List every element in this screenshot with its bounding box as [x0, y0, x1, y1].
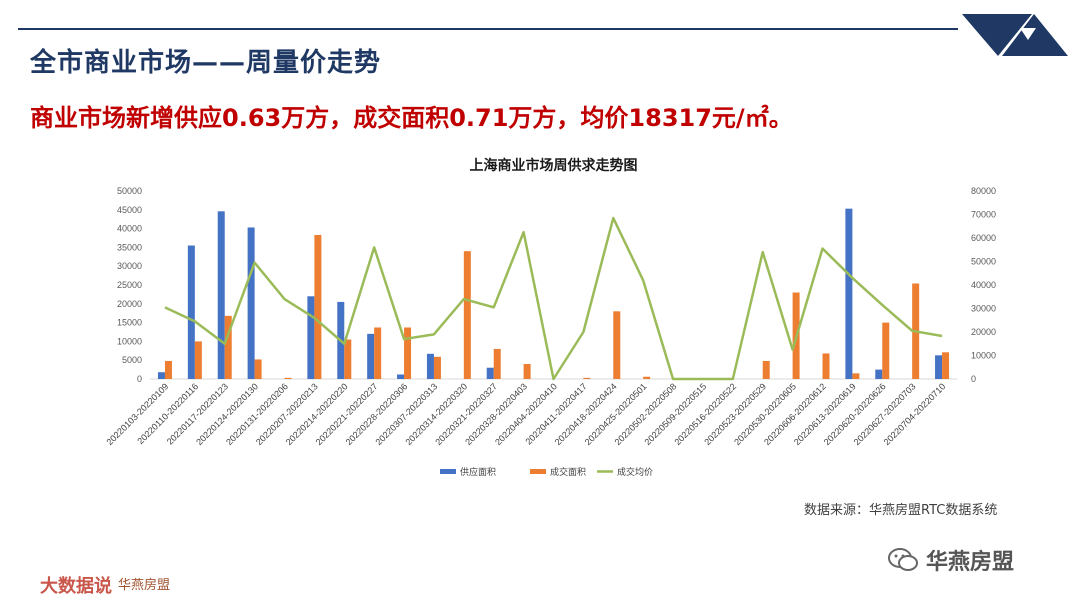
- right-tick-label: 50000: [971, 257, 996, 267]
- left-tick-label: 0: [137, 374, 142, 384]
- page-title: 全市商业市场——周量价走势: [30, 48, 382, 78]
- top-divider: [18, 28, 958, 30]
- left-tick-label: 30000: [117, 261, 142, 271]
- right-tick-label: 40000: [971, 280, 996, 290]
- chart-title: 上海商业市场周供求走势图: [470, 157, 638, 174]
- legend-swatch: [530, 469, 546, 474]
- deal-bar: [643, 376, 651, 379]
- left-tick-label: 50000: [117, 186, 142, 196]
- supply-bar: [845, 208, 853, 379]
- left-tick-label: 5000: [122, 355, 142, 365]
- deal-bar: [404, 327, 412, 379]
- legend-label: 供应面积: [460, 466, 496, 478]
- deal-bar: [314, 234, 322, 379]
- right-tick-label: 0: [971, 374, 976, 384]
- legend-swatch: [440, 469, 456, 474]
- headline-summary: 商业市场新增供应0.63万方，成交面积0.71万方，均价18317元/㎡。: [30, 104, 793, 132]
- deal-bar: [583, 377, 591, 379]
- deal-bar: [942, 352, 950, 379]
- deal-bar: [882, 322, 890, 379]
- deal-bar: [613, 311, 621, 379]
- deal-bar: [463, 251, 471, 379]
- supply-bar: [307, 296, 315, 379]
- deal-bar: [344, 339, 352, 379]
- right-tick-label: 80000: [971, 186, 996, 196]
- deal-bar: [164, 360, 172, 379]
- left-tick-label: 40000: [117, 224, 142, 234]
- supply-bar: [875, 369, 883, 379]
- supply-bar: [397, 374, 405, 379]
- left-tick-label: 20000: [117, 299, 142, 309]
- deal-bar: [374, 327, 382, 379]
- left-tick-label: 35000: [117, 242, 142, 252]
- supply-bar: [247, 227, 255, 379]
- watermark-text: 华燕房盟: [926, 550, 1015, 575]
- deal-bar: [852, 373, 860, 379]
- right-tick-label: 20000: [971, 327, 996, 337]
- left-tick-label: 15000: [117, 318, 142, 328]
- right-tick-label: 60000: [971, 233, 996, 243]
- deal-bar: [822, 353, 830, 379]
- legend-label: 成交面积: [550, 466, 586, 478]
- supply-bar: [217, 211, 225, 379]
- stamp-logo: 大数据说: [40, 576, 112, 597]
- right-tick-label: 10000: [971, 351, 996, 361]
- left-tick-label: 45000: [117, 205, 142, 215]
- deal-bar: [194, 341, 202, 379]
- deal-bar: [433, 356, 441, 379]
- right-tick-label: 30000: [971, 304, 996, 314]
- supply-bar: [187, 245, 195, 379]
- supply-bar: [367, 333, 375, 379]
- supply-bar: [486, 367, 494, 379]
- stamp-brand: 华燕房盟: [118, 578, 171, 593]
- supply-bar: [426, 353, 434, 379]
- supply-bar: [935, 355, 943, 379]
- supply-bar: [157, 372, 165, 379]
- deal-bar: [523, 363, 531, 379]
- wechat-icon: [888, 548, 918, 571]
- price-line: [164, 216, 943, 381]
- data-source: 数据来源：华燕房盟RTC数据系统: [804, 503, 998, 518]
- deal-bar: [254, 359, 262, 379]
- wechat-watermark: 华燕房盟: [888, 544, 1014, 576]
- deal-bar: [284, 377, 292, 379]
- corner-logo-icon: [962, 14, 1068, 56]
- legend-label: 成交均价: [617, 466, 653, 478]
- right-tick-label: 70000: [971, 210, 996, 220]
- left-tick-label: 10000: [117, 336, 142, 346]
- deal-bar: [762, 360, 770, 379]
- deal-bar: [493, 348, 501, 379]
- deal-bar: [224, 315, 232, 379]
- left-tick-label: 25000: [117, 280, 142, 290]
